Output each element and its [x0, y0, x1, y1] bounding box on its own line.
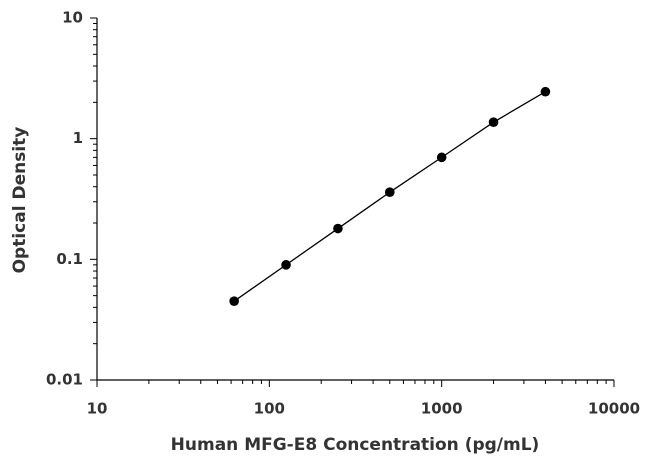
y-axis-title: Optical Density [10, 127, 30, 274]
point [229, 296, 239, 306]
x-tick-label: 1000 [421, 400, 463, 418]
y-tick-label: 0.01 [46, 371, 83, 389]
y-tick-label: 1 [73, 129, 83, 147]
point [436, 152, 447, 163]
point [281, 260, 291, 270]
point [384, 187, 395, 198]
point [488, 117, 499, 127]
y-tick-label: 10 [62, 9, 83, 27]
point [540, 86, 551, 97]
x-tick-label: 10 [87, 400, 108, 418]
x-axis-title: Human MFG-E8 Concentration (pg/mL) [171, 435, 540, 455]
point [333, 223, 343, 234]
y-tick-label: 0.1 [56, 250, 83, 268]
x-tick-label: 10000 [588, 400, 640, 418]
x-tick-label: 100 [254, 400, 285, 418]
